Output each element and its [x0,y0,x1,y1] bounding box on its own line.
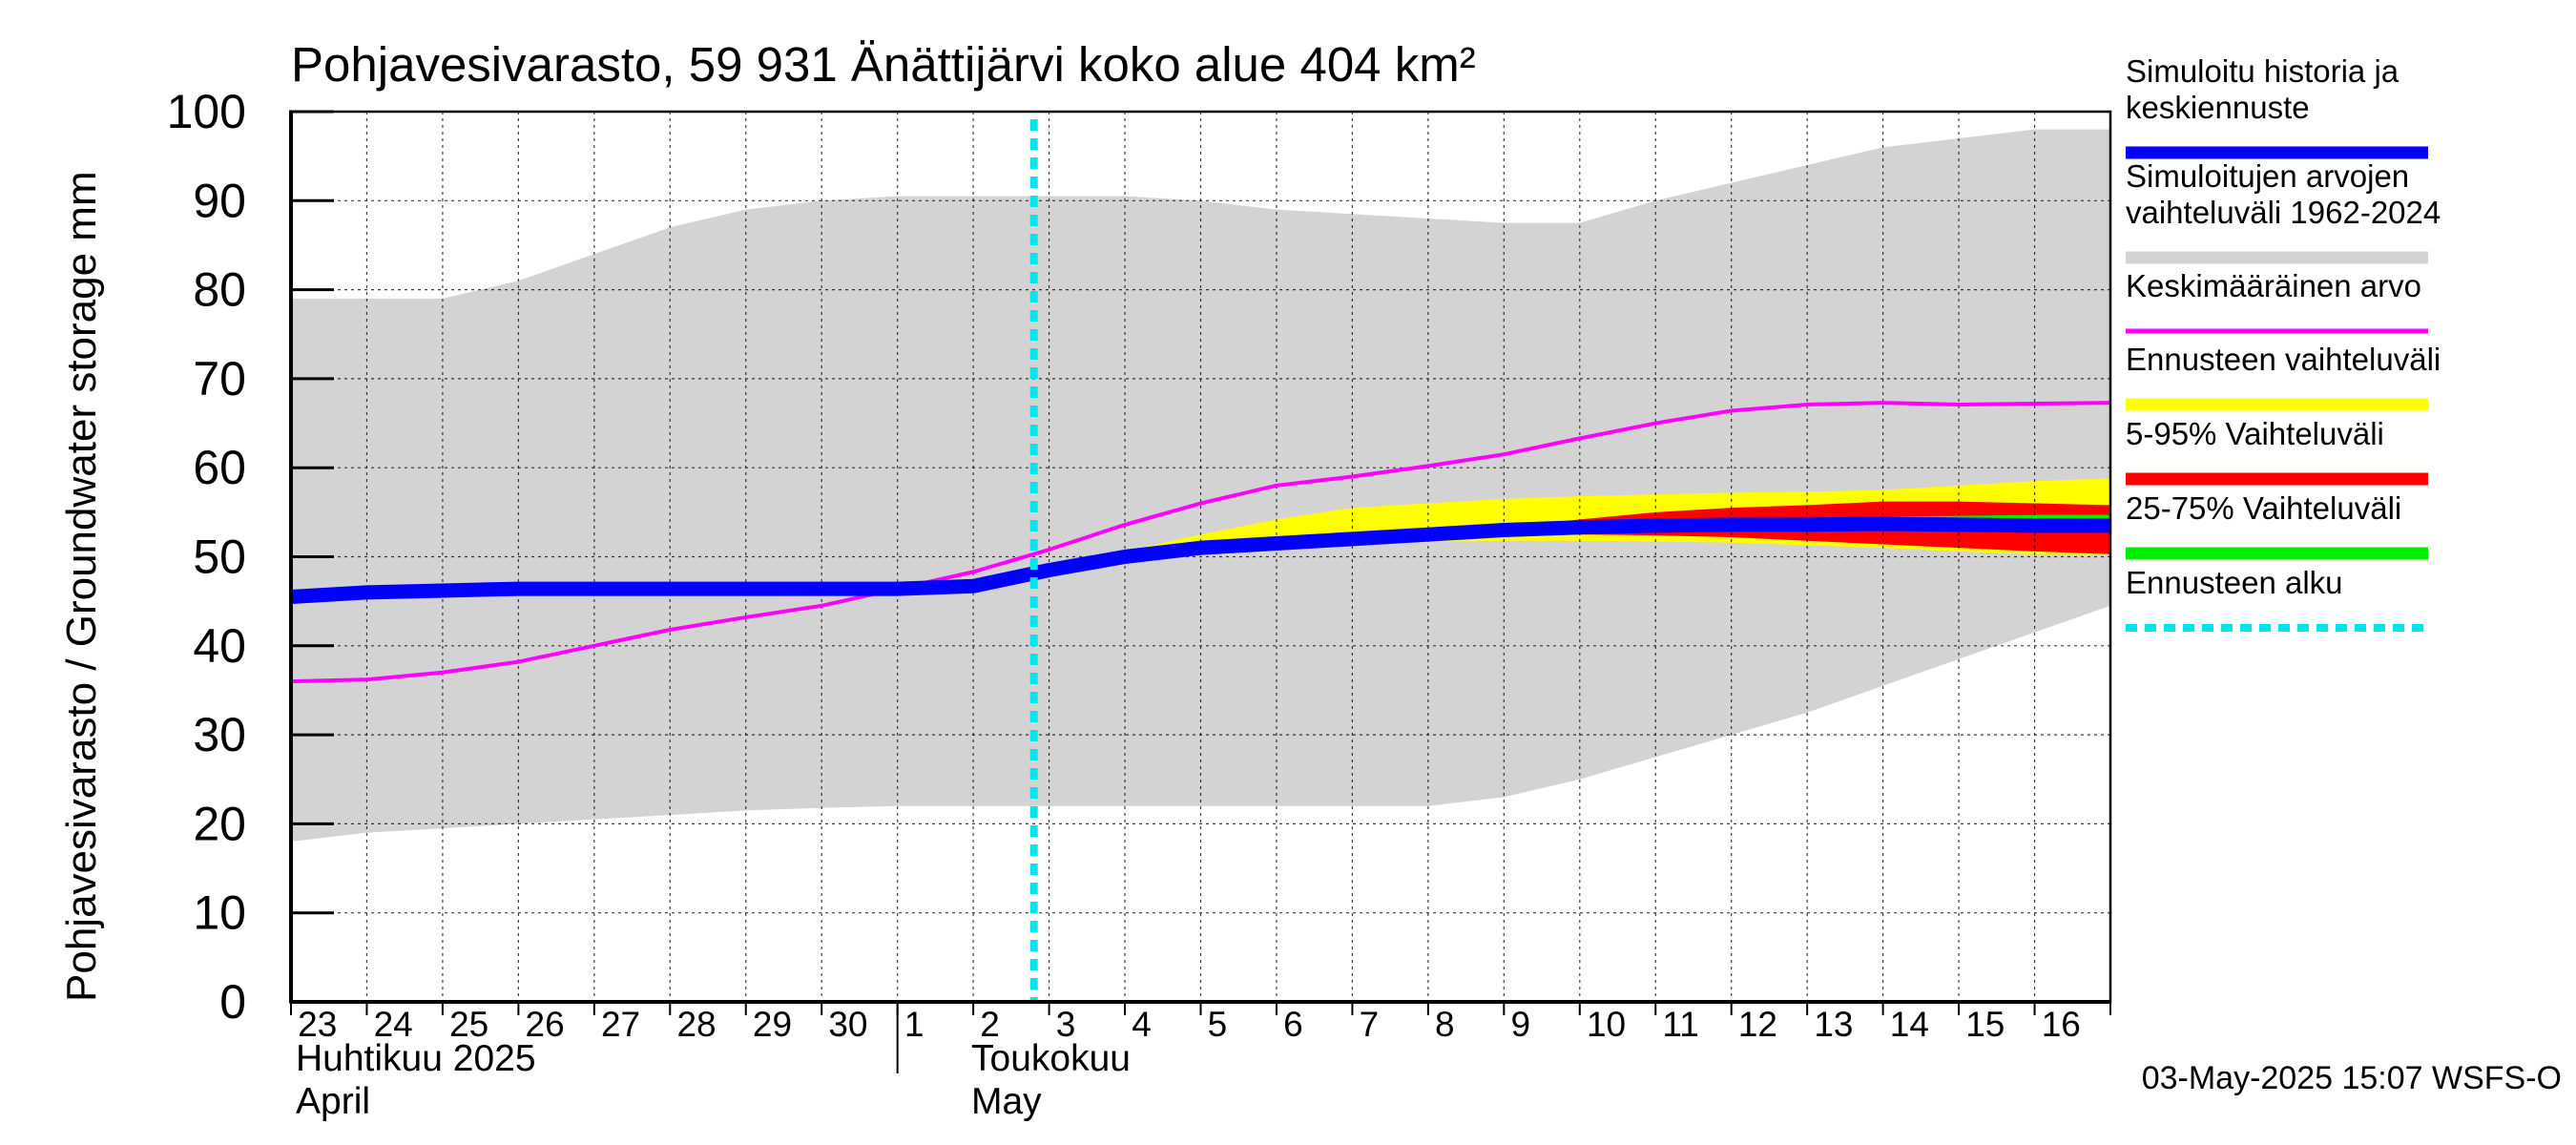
x-tick-label: 26 [526,1005,565,1044]
x-tick-label: 5 [1208,1005,1228,1044]
month-label-april-fi: Huhtikuu 2025 [296,1038,536,1079]
y-tick-label: 50 [193,531,246,584]
y-tick-label: 80 [193,263,246,317]
x-tick-label: 24 [374,1005,413,1044]
legend-label: vaihteluväli 1962-2024 [2126,195,2441,230]
x-tick-label: 25 [449,1005,488,1044]
legend-label: Keskimääräinen arvo [2126,268,2421,303]
x-tick-label: 29 [753,1005,792,1044]
month-label-may-en: May [971,1081,1042,1122]
x-tick-label: 13 [1814,1005,1853,1044]
x-tick-label: 10 [1587,1005,1626,1044]
y-tick-label: 40 [193,619,246,673]
x-tick-label: 9 [1510,1005,1530,1044]
x-tick-label: 27 [601,1005,640,1044]
y-axis-ticks: 0 10 20 30 40 50 60 70 80 90 100 [167,85,334,1029]
x-tick-label: 23 [298,1005,337,1044]
x-tick-label: 7 [1360,1005,1380,1044]
legend-label: Ennusteen vaihteluväli [2126,342,2441,377]
legend-label: Simuloitujen arvojen [2126,158,2409,194]
legend-label: 25-75% Vaihteluväli [2126,490,2401,526]
x-tick-label: 2 [980,1005,1000,1044]
series-lines [290,119,2111,1002]
x-tick-label: 12 [1738,1005,1777,1044]
y-axis-label: Pohjavesivarasto / Groundwater storage m… [58,171,105,1002]
month-label-april-en: April [296,1081,370,1122]
x-tick-label: 28 [676,1005,716,1044]
y-tick-label: 20 [193,797,246,850]
y-tick-label: 30 [193,708,246,761]
grid-lines [291,112,2110,1002]
y-tick-label: 0 [219,975,246,1029]
y-tick-label: 90 [193,174,246,227]
line-simuloitu-historia-ja-keskiennuste [290,516,2110,604]
x-tick-label: 16 [2042,1005,2081,1044]
x-tick-label: 6 [1283,1005,1303,1044]
x-tick-label: 4 [1132,1005,1152,1044]
legend-label: keskiennuste [2126,90,2310,125]
legend-label: 5-95% Vaihteluväli [2126,416,2384,451]
x-tick-label: 14 [1890,1005,1929,1044]
y-tick-label: 10 [193,886,246,940]
x-tick-label: 30 [828,1005,867,1044]
y-tick-label: 100 [167,85,246,138]
x-tick-label: 3 [1056,1005,1076,1044]
x-tick-label: 1 [904,1005,924,1044]
line-keskim-r-inen-arvo [290,401,2111,684]
month-label-may-fi: Toukokuu [971,1038,1131,1079]
y-tick-label: 60 [193,441,246,494]
x-tick-label: 11 [1662,1005,1698,1044]
legend-label: Simuloitu historia ja [2126,53,2399,89]
legend-label: Ennusteen alku [2126,565,2343,600]
x-tick-label: 8 [1435,1005,1455,1044]
x-tick-label: 15 [1965,1005,2005,1044]
timestamp: 03-May-2025 15:07 WSFS-O [2142,1060,2562,1096]
x-axis-ticks: 23 24 25 26 27 28 29 30 1 2 3 4 5 6 7 8 9 10 11 12 13 14 15 16 [290,1002,2111,1073]
y-tick-label: 70 [193,352,246,406]
chart-title: Pohjavesivarasto, 59 931 Änättijärvi kok… [291,37,1476,92]
